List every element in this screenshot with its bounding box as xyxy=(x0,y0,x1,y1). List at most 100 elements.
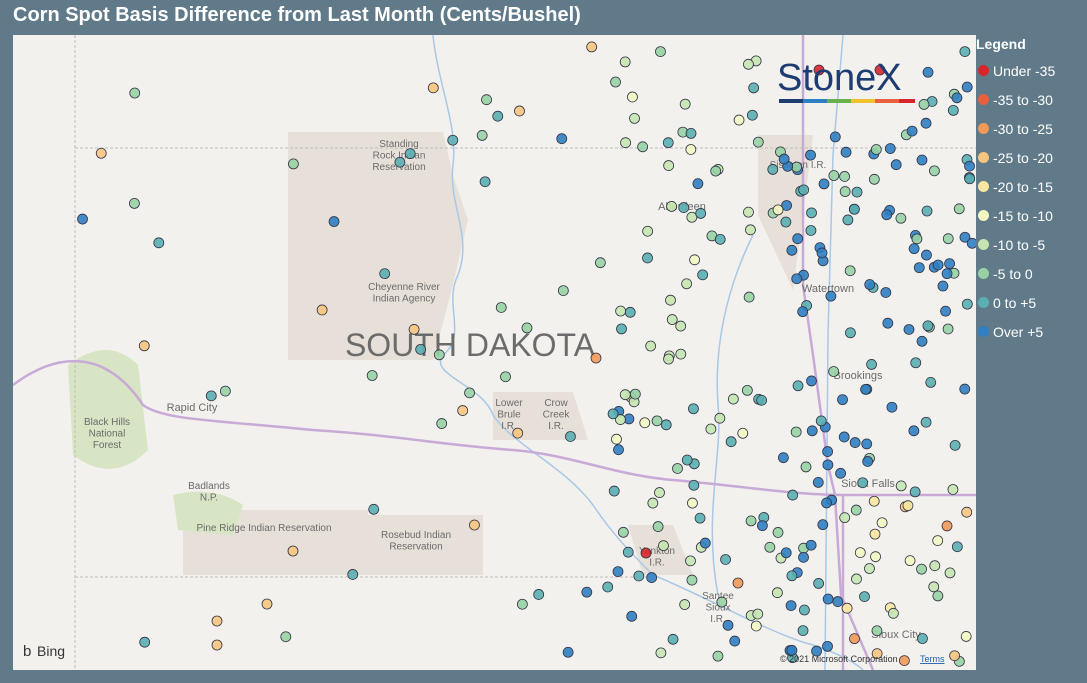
price-dot xyxy=(629,112,640,124)
provider: Bing xyxy=(37,643,65,659)
price-dot xyxy=(757,520,768,532)
price-dot xyxy=(880,287,892,298)
price-dot xyxy=(654,487,665,498)
price-dot xyxy=(368,503,380,515)
price-dot xyxy=(861,438,873,450)
price-dot xyxy=(951,541,963,553)
price-dot xyxy=(942,323,954,335)
legend-swatch xyxy=(978,152,989,163)
legend-swatch xyxy=(978,297,989,308)
price-dot xyxy=(602,581,614,593)
legend-item[interactable]: -30 to -25 xyxy=(976,114,1055,143)
legend-item[interactable]: 0 to +5 xyxy=(976,288,1055,317)
price-dot xyxy=(737,427,749,439)
price-dot xyxy=(937,280,949,292)
place-label: Crow xyxy=(544,398,568,409)
price-dot xyxy=(697,269,709,281)
legend-item[interactable]: -25 to -20 xyxy=(976,143,1055,172)
legend-item[interactable]: -35 to -30 xyxy=(976,85,1055,114)
price-dot xyxy=(805,225,817,236)
price-dot xyxy=(619,56,631,68)
price-dot xyxy=(586,41,598,53)
legend-item[interactable]: Under -35 xyxy=(976,56,1055,85)
price-dot xyxy=(949,650,960,662)
price-dot xyxy=(849,437,861,448)
price-dot xyxy=(756,394,768,406)
price-dot xyxy=(842,214,854,226)
price-dot xyxy=(871,625,883,637)
price-dot xyxy=(752,136,764,148)
price-dot xyxy=(521,322,533,334)
price-dot xyxy=(581,586,593,598)
legend-swatch xyxy=(978,123,989,134)
price-dot xyxy=(815,415,827,427)
price-dot xyxy=(633,570,645,582)
price-dot xyxy=(839,171,850,182)
price-dot xyxy=(947,484,959,495)
price-dot xyxy=(806,375,817,387)
price-dot xyxy=(752,608,764,620)
terms-link[interactable]: Terms xyxy=(920,654,945,664)
price-dot xyxy=(689,254,701,266)
price-dot xyxy=(848,203,860,215)
place-label: Watertown xyxy=(802,283,854,295)
place-label: Creek xyxy=(543,410,571,421)
price-dot xyxy=(408,324,420,335)
price-dot xyxy=(791,273,803,285)
price-dot xyxy=(746,109,758,121)
price-dot xyxy=(287,545,299,557)
legend-item[interactable]: -20 to -15 xyxy=(976,172,1055,201)
place-label: Santee xyxy=(702,591,734,602)
price-dot xyxy=(906,125,918,137)
price-dot xyxy=(686,211,698,223)
price-dot xyxy=(871,648,883,660)
price-dot xyxy=(884,143,896,154)
legend-item[interactable]: Over +5 xyxy=(976,317,1055,346)
price-dot xyxy=(844,265,856,277)
price-dot xyxy=(678,202,690,213)
price-dot xyxy=(280,631,292,643)
price-dot xyxy=(798,551,809,563)
price-dot xyxy=(790,426,802,438)
price-dot xyxy=(951,92,963,104)
price-dot xyxy=(681,454,693,466)
price-dot xyxy=(941,520,953,532)
price-dot xyxy=(211,639,223,651)
price-dot xyxy=(864,563,875,574)
price-dot xyxy=(646,572,658,583)
price-dot xyxy=(961,81,973,93)
price-dot xyxy=(590,352,602,364)
price-dot xyxy=(895,212,907,224)
price-dot xyxy=(716,596,728,608)
price-dot xyxy=(772,204,784,216)
price-dot xyxy=(888,607,899,619)
price-dot xyxy=(835,467,846,479)
legend-item[interactable]: -10 to -5 xyxy=(976,230,1055,259)
place-label: Brookings xyxy=(834,370,883,382)
price-dot xyxy=(660,419,672,431)
price-dot xyxy=(841,602,853,614)
legend-label: Over +5 xyxy=(993,323,1044,340)
price-dot xyxy=(666,201,678,212)
price-dot xyxy=(922,320,934,332)
price-dot xyxy=(500,371,511,383)
legend-label: -20 to -15 xyxy=(993,178,1053,195)
price-dot xyxy=(786,244,798,256)
price-dot xyxy=(800,461,812,473)
legend-label: Under -35 xyxy=(993,62,1056,79)
legend-label: -35 to -30 xyxy=(993,91,1053,108)
legend-item[interactable]: -5 to 0 xyxy=(976,259,1055,288)
price-dot xyxy=(816,247,828,259)
price-dot xyxy=(733,114,745,126)
price-dot xyxy=(328,216,340,227)
price-dot xyxy=(822,459,834,471)
logo-text: StoneX xyxy=(777,57,902,99)
place-label: Rock Indian xyxy=(373,151,426,162)
legend-item[interactable]: -15 to -10 xyxy=(976,201,1055,230)
price-dot xyxy=(822,593,834,605)
price-dot xyxy=(219,385,231,397)
price-dot xyxy=(812,477,824,488)
price-dot xyxy=(640,547,652,559)
price-dot xyxy=(822,640,833,652)
